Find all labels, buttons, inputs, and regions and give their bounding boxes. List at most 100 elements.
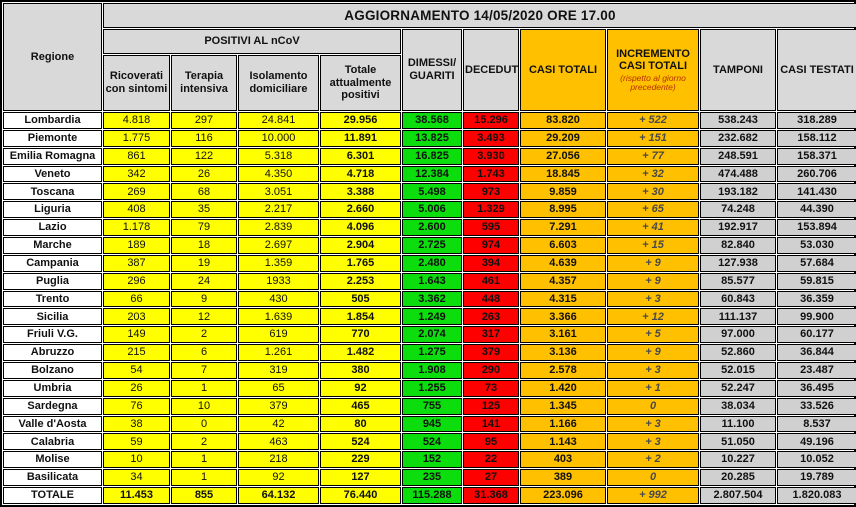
cell-tamponi: 97.000 xyxy=(700,326,776,344)
cell-ricoverati: 66 xyxy=(103,290,170,308)
cell-dimessi-guariti: 5.006 xyxy=(402,201,462,219)
cell-casi-totali: 29.209 xyxy=(520,129,606,147)
cell-ricoverati: 269 xyxy=(103,183,170,201)
cell-tamponi: 20.285 xyxy=(700,469,776,487)
cell-deceduti: 95 xyxy=(463,433,519,451)
cell-incremento: + 3 xyxy=(607,433,699,451)
cell-dimessi-guariti: 3.362 xyxy=(402,290,462,308)
cell-isolamento: 1.359 xyxy=(238,254,319,272)
table-row: Liguria 408 35 2.217 2.660 5.006 1.329 8.995 + 6… xyxy=(3,201,856,219)
cell-terapia-intensiva: 35 xyxy=(171,201,237,219)
cell-terapia-intensiva: 10 xyxy=(171,397,237,415)
cell-terapia-intensiva: 26 xyxy=(171,165,237,183)
cell-tamponi: 82.840 xyxy=(700,237,776,254)
region-name: TOTALE xyxy=(3,487,102,504)
cell-isolamento: 1933 xyxy=(238,272,319,290)
cell-ricoverati: 4.818 xyxy=(103,112,170,129)
cell-casi-totali: 9.859 xyxy=(520,183,606,201)
cell-dimessi-guariti: 2.074 xyxy=(402,326,462,344)
cell-totale-positivi: 770 xyxy=(320,326,401,344)
table-row: Veneto 342 26 4.350 4.718 12.384 1.743 18.845 + … xyxy=(3,165,856,183)
cell-isolamento: 463 xyxy=(238,433,319,451)
table-row: Umbria 26 1 65 92 1.255 73 1.420 + 1 52.247 36.495 xyxy=(3,379,856,397)
total-row: TOTALE 11.453 855 64.132 76.440 115.288 31.368… xyxy=(3,487,856,504)
cell-deceduti: 263 xyxy=(463,308,519,326)
cell-ricoverati: 215 xyxy=(103,344,170,362)
cell-ricoverati: 26 xyxy=(103,379,170,397)
cell-tamponi: 52.860 xyxy=(700,344,776,362)
cell-casi-testati: 57.684 xyxy=(777,254,856,272)
cell-isolamento: 3.051 xyxy=(238,183,319,201)
cell-totale-positivi: 524 xyxy=(320,433,401,451)
cell-tamponi: 2.807.504 xyxy=(700,487,776,504)
cell-isolamento: 319 xyxy=(238,362,319,379)
cell-casi-testati: 53.030 xyxy=(777,237,856,254)
cell-dimessi-guariti: 1.643 xyxy=(402,272,462,290)
cell-casi-totali: 403 xyxy=(520,451,606,469)
cell-totale-positivi: 1.482 xyxy=(320,344,401,362)
cell-ricoverati: 296 xyxy=(103,272,170,290)
col-header-deceduti: DECEDUTI xyxy=(463,29,519,111)
cell-tamponi: 538.243 xyxy=(700,112,776,129)
cell-casi-totali: 4.639 xyxy=(520,254,606,272)
cell-incremento: 0 xyxy=(607,397,699,415)
region-name: Toscana xyxy=(3,183,102,201)
cell-totale-positivi: 76.440 xyxy=(320,487,401,504)
cell-tamponi: 192.917 xyxy=(700,219,776,237)
region-name: Emilia Romagna xyxy=(3,147,102,165)
cell-incremento: 0 xyxy=(607,469,699,487)
cell-deceduti: 1.743 xyxy=(463,165,519,183)
cell-incremento: + 32 xyxy=(607,165,699,183)
region-name: Lombardia xyxy=(3,112,102,129)
cell-incremento: + 3 xyxy=(607,290,699,308)
cell-tamponi: 11.100 xyxy=(700,415,776,433)
cell-totale-positivi: 1.854 xyxy=(320,308,401,326)
cell-terapia-intensiva: 1 xyxy=(171,469,237,487)
cell-ricoverati: 59 xyxy=(103,433,170,451)
region-name: Bolzano xyxy=(3,362,102,379)
cell-deceduti: 317 xyxy=(463,326,519,344)
table-title: AGGIORNAMENTO 14/05/2020 ORE 17.00 xyxy=(103,3,856,28)
incremento-note: (rispetto al giorno precedente) xyxy=(620,72,686,93)
cell-casi-totali: 2.578 xyxy=(520,362,606,379)
cell-casi-totali: 6.603 xyxy=(520,237,606,254)
cell-casi-testati: 10.052 xyxy=(777,451,856,469)
cell-terapia-intensiva: 0 xyxy=(171,415,237,433)
cell-dimessi-guariti: 38.568 xyxy=(402,112,462,129)
cell-isolamento: 2.217 xyxy=(238,201,319,219)
cell-tamponi: 111.137 xyxy=(700,308,776,326)
region-name: Friuli V.G. xyxy=(3,326,102,344)
table-row: Bolzano 54 7 319 380 1.908 290 2.578 + 3 52.015 23… xyxy=(3,362,856,379)
cell-ricoverati: 149 xyxy=(103,326,170,344)
cell-casi-totali: 8.995 xyxy=(520,201,606,219)
cell-isolamento: 65 xyxy=(238,379,319,397)
cell-incremento: + 992 xyxy=(607,487,699,504)
cell-totale-positivi: 4.718 xyxy=(320,165,401,183)
cell-ricoverati: 54 xyxy=(103,362,170,379)
table-row: Emilia Romagna 861 122 5.318 6.301 16.825 3.93… xyxy=(3,147,856,165)
col-header-incremento: INCREMENTO CASI TOTALI (rispetto al gior… xyxy=(607,29,699,111)
cell-tamponi: 52.015 xyxy=(700,362,776,379)
cell-ricoverati: 34 xyxy=(103,469,170,487)
cell-ricoverati: 342 xyxy=(103,165,170,183)
cell-totale-positivi: 2.660 xyxy=(320,201,401,219)
cell-deceduti: 15.296 xyxy=(463,112,519,129)
region-name: Sicilia xyxy=(3,308,102,326)
cell-incremento: + 5 xyxy=(607,326,699,344)
cell-incremento: + 41 xyxy=(607,219,699,237)
region-name: Umbria xyxy=(3,379,102,397)
table-row: Calabria 59 2 463 524 524 95 1.143 + 3 51.050 49.1… xyxy=(3,433,856,451)
cell-casi-testati: 158.371 xyxy=(777,147,856,165)
cell-tamponi: 52.247 xyxy=(700,379,776,397)
region-name: Trento xyxy=(3,290,102,308)
cell-ricoverati: 38 xyxy=(103,415,170,433)
cell-tamponi: 248.591 xyxy=(700,147,776,165)
cell-incremento: + 3 xyxy=(607,415,699,433)
region-name: Basilicata xyxy=(3,469,102,487)
table-row: Sicilia 203 12 1.639 1.854 1.249 263 3.366 + 12 1… xyxy=(3,308,856,326)
cell-incremento: + 65 xyxy=(607,201,699,219)
cell-casi-totali: 1.166 xyxy=(520,415,606,433)
table-row: Piemonte 1.775 116 10.000 11.891 13.825 3.493 2… xyxy=(3,129,856,147)
